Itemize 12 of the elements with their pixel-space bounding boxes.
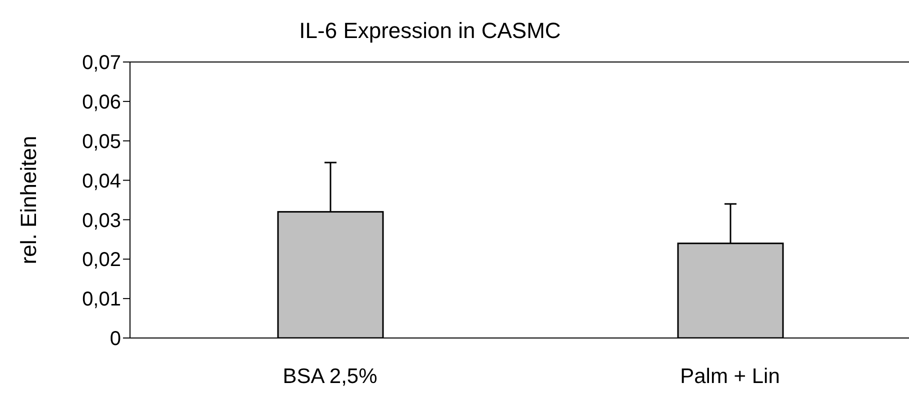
y-tick-label: 0,06 [82,92,121,114]
y-tick-label: 0,03 [82,210,121,232]
y-tick-label: 0,07 [82,52,121,74]
chart-title: IL-6 Expression in CASMC [298,18,562,44]
x-tick-label: Palm + Lin [680,364,780,388]
y-tick-label: 0,02 [82,249,121,272]
y-tick-label: 0,01 [82,288,121,311]
y-tick-label: 0,04 [82,170,121,192]
y-axis-title: rel. Einheiten [16,136,41,264]
y-tick-label: 0,05 [82,130,121,153]
y-tick-label: 0 [110,328,121,350]
x-tick-label: BSA 2,5% [282,364,378,388]
